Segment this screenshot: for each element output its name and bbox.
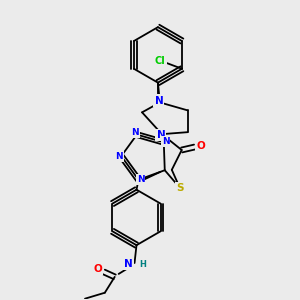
Text: N: N	[157, 130, 165, 140]
Text: N: N	[124, 259, 133, 269]
Text: N: N	[137, 175, 144, 184]
Text: N: N	[162, 137, 169, 146]
Text: O: O	[196, 141, 205, 151]
Text: N: N	[154, 97, 163, 106]
Text: N: N	[116, 152, 123, 160]
Text: N: N	[131, 128, 139, 137]
Text: S: S	[176, 183, 184, 193]
Text: N: N	[154, 95, 162, 106]
Text: Cl: Cl	[155, 56, 166, 66]
Text: O: O	[94, 264, 102, 274]
Text: H: H	[140, 260, 146, 269]
